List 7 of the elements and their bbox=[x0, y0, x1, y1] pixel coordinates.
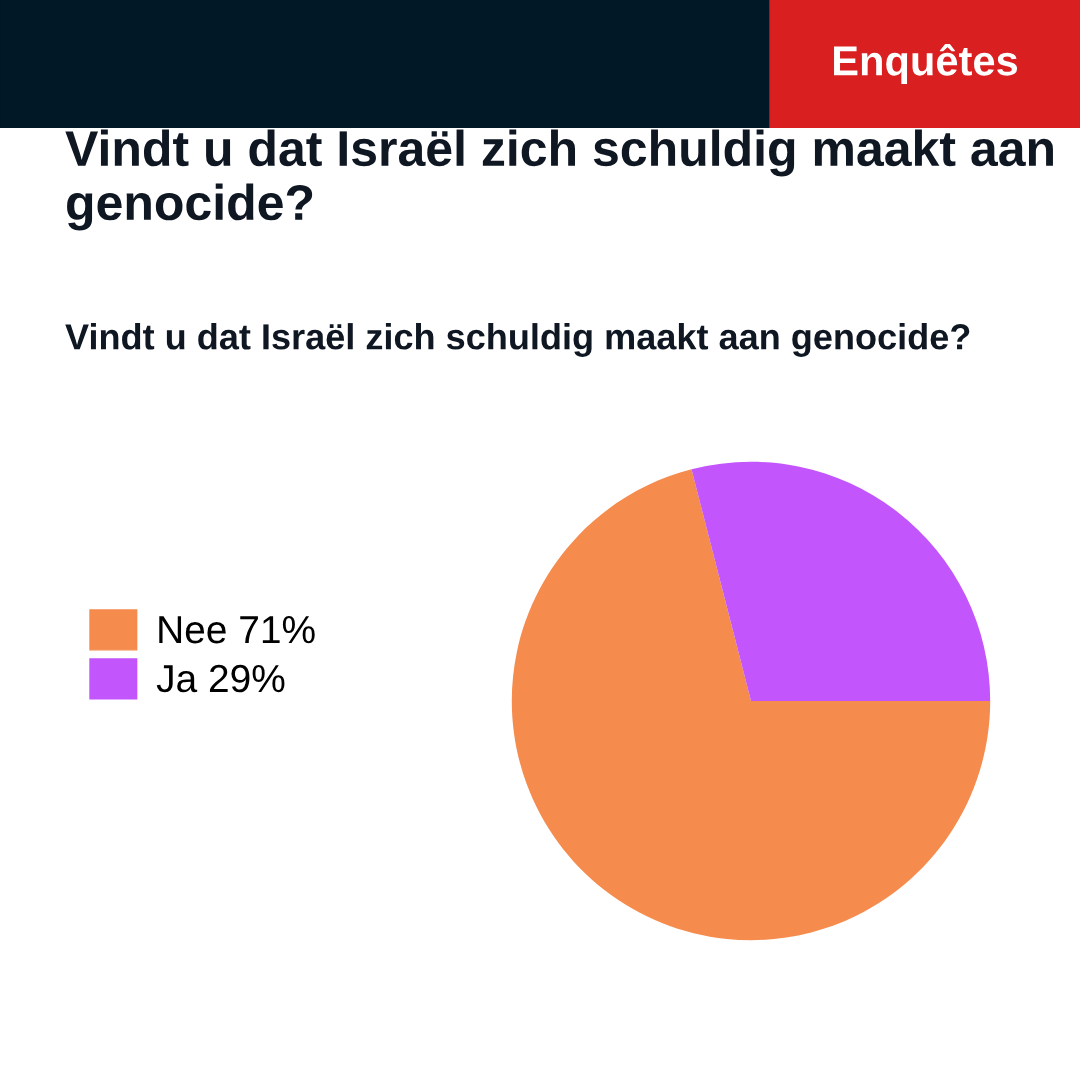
chart-subtitle: Vindt u dat Israël zich schuldig maakt aan genocide? bbox=[65, 323, 970, 357]
legend-label: Nee 71% bbox=[159, 616, 315, 644]
legend-label: Ja 29% bbox=[156, 664, 285, 693]
chart-title: Vindt u dat Israël zich schuldig maakt aan genocide? bbox=[65, 129, 1053, 231]
text: Enquêtes bbox=[834, 44, 1018, 84]
pie-slice bbox=[691, 461, 991, 701]
pie-slice bbox=[511, 469, 991, 941]
